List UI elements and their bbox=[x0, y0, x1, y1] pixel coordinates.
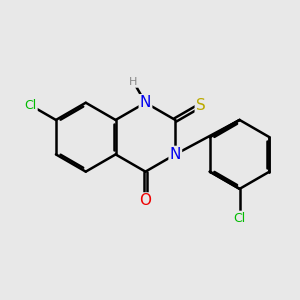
Text: S: S bbox=[196, 98, 206, 113]
Text: N: N bbox=[169, 147, 181, 162]
Text: N: N bbox=[140, 95, 151, 110]
Text: Cl: Cl bbox=[233, 212, 246, 225]
Text: H: H bbox=[129, 77, 138, 87]
Text: O: O bbox=[140, 194, 152, 208]
Text: Cl: Cl bbox=[24, 99, 37, 112]
